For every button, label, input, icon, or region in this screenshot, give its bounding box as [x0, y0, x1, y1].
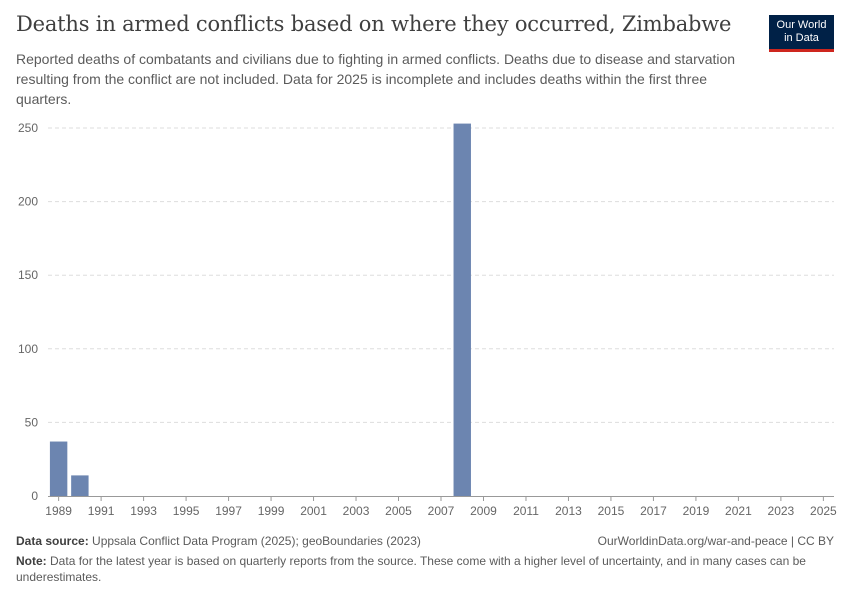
bar-1989[interactable]: [49, 441, 68, 496]
x-tick-label: 1993: [130, 504, 157, 518]
bar-1990[interactable]: [71, 475, 89, 496]
grid-lines: 0 50 100 150 200 250: [18, 121, 834, 503]
y-tick-label: 0: [31, 489, 38, 503]
chart-title: Deaths in armed conflicts based on where…: [16, 12, 732, 36]
x-tick-label: 2017: [640, 504, 667, 518]
x-tick-label: 2021: [725, 504, 752, 518]
source-url[interactable]: OurWorldinData.org/war-and-peace | CC BY: [597, 534, 834, 548]
x-tick-label: 1991: [88, 504, 115, 518]
footer-source: Data source: Uppsala Conflict Data Progr…: [16, 533, 834, 549]
note-label: Note:: [16, 554, 47, 568]
x-tick-label: 2005: [385, 504, 412, 518]
source-text: Uppsala Conflict Data Program (2025); ge…: [92, 534, 421, 548]
bar-chart: 0 50 100 150 200 250 1989 1991 1993 1995 1997 1999…: [18, 121, 837, 518]
x-tick-label: 2009: [470, 504, 497, 518]
note-text: Data for the latest year is based on qua…: [16, 554, 806, 584]
x-tick-label: 2023: [768, 504, 795, 518]
owid-logo[interactable]: Our World in Data: [769, 15, 834, 52]
x-tick-label: 2007: [428, 504, 455, 518]
y-tick-label: 100: [18, 342, 38, 356]
x-tick-label: 2001: [300, 504, 327, 518]
source-label: Data source:: [16, 534, 89, 548]
y-tick-label: 150: [18, 268, 38, 282]
bar-2008[interactable]: [453, 123, 471, 497]
y-tick-label: 200: [18, 195, 38, 209]
x-tick-label: 2011: [513, 504, 539, 518]
y-tick-label: 250: [18, 121, 38, 135]
x-axis: 1989 1991 1993 1995 1997 1999 2001 2003 2005 2007…: [45, 496, 837, 518]
y-tick-label: 50: [25, 415, 39, 429]
x-tick-label: 2013: [555, 504, 582, 518]
x-tick-label: 1989: [45, 504, 72, 518]
x-tick-label: 2015: [598, 504, 625, 518]
x-tick-label: 1995: [173, 504, 200, 518]
footer-note: Note: Data for the latest year is based …: [16, 553, 834, 585]
chart-subtitle: Reported deaths of combatants and civili…: [16, 51, 736, 107]
x-tick-label: 1997: [215, 504, 242, 518]
x-tick-label: 2019: [683, 504, 710, 518]
logo-line-2: in Data: [784, 32, 819, 44]
x-tick-label: 1999: [258, 504, 285, 518]
logo-line-1: Our World: [776, 19, 827, 31]
bars: [49, 123, 471, 497]
x-tick-label: 2003: [343, 504, 370, 518]
x-tick-label: 2025: [810, 504, 837, 518]
